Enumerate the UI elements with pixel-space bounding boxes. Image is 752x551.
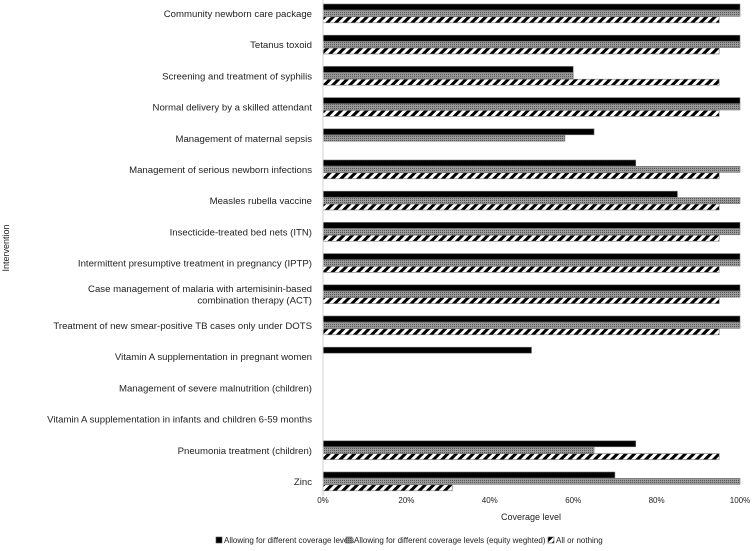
category-label: Zinc bbox=[294, 477, 312, 488]
bar-1-row-12 bbox=[322, 346, 532, 354]
x-tick-label: 60% bbox=[565, 496, 581, 505]
bar-2-row-11 bbox=[322, 322, 741, 329]
legend-label: Allowing for different coverage levels (… bbox=[354, 536, 546, 545]
bar-1-row-15 bbox=[322, 440, 637, 448]
bar-3-row-16 bbox=[322, 484, 453, 492]
bar-1-row-11 bbox=[322, 315, 741, 323]
bar-2-row-8 bbox=[322, 228, 741, 236]
category-label: Community newborn care package bbox=[164, 9, 312, 20]
bar-3-row-9 bbox=[322, 266, 720, 273]
x-tick-label: 100% bbox=[730, 496, 750, 505]
category-label: Normal delivery by a skilled attendant bbox=[153, 103, 313, 114]
bar-2-row-5 bbox=[322, 134, 566, 142]
bar-2-row-1 bbox=[322, 10, 741, 17]
bar-3-row-10 bbox=[322, 297, 720, 304]
bar-1-row-5 bbox=[322, 128, 595, 136]
legend-swatch bbox=[215, 536, 223, 544]
bar-3-row-8 bbox=[322, 234, 720, 242]
bar-2-row-10 bbox=[322, 290, 741, 298]
bar-1-row-8 bbox=[322, 222, 741, 229]
category-label: Screening and treatment of syphilis bbox=[162, 71, 312, 82]
bar-2-row-15 bbox=[322, 446, 595, 454]
category-label: Case management of malaria with artemisi… bbox=[88, 284, 312, 307]
category-label: Management of severe malnutrition (child… bbox=[119, 383, 312, 394]
bar-3-row-4 bbox=[322, 110, 720, 117]
bar-1-row-7 bbox=[322, 190, 678, 198]
category-label: Measles rubella vaccine bbox=[210, 196, 312, 207]
bar-1-row-10 bbox=[322, 284, 741, 292]
bar-1-row-16 bbox=[322, 471, 616, 479]
category-label: Treatment of new smear-positive TB cases… bbox=[53, 321, 312, 332]
bar-2-row-16 bbox=[322, 478, 741, 485]
x-tick-labels: 0% 20% 40% 60% 80% 100% bbox=[317, 496, 750, 505]
bar-3-row-11 bbox=[322, 328, 720, 336]
bar-2-row-7 bbox=[322, 197, 741, 204]
bar-1-row-9 bbox=[322, 253, 741, 260]
category-labels: Community newborn care package Tetanus to… bbox=[47, 9, 312, 488]
legend-label: Allowing for different coverage levels bbox=[224, 536, 354, 545]
bar-3-row-6 bbox=[322, 172, 720, 180]
category-label: Pneumonia treatment (children) bbox=[178, 446, 312, 457]
bar-3-row-2 bbox=[322, 47, 720, 55]
legend-swatch bbox=[345, 536, 353, 544]
category-label: Management of serious newborn infections bbox=[129, 165, 312, 176]
legend-swatch bbox=[547, 536, 555, 544]
bar-1-row-4 bbox=[322, 97, 741, 104]
y-axis-label: Intervention bbox=[1, 224, 11, 271]
bar-1-row-6 bbox=[322, 159, 637, 167]
bar-2-row-9 bbox=[322, 259, 741, 267]
x-axis-label: Coverage level bbox=[501, 512, 561, 522]
bars-group bbox=[322, 3, 741, 492]
category-label: Intermittent presumptive treatment in pr… bbox=[78, 259, 312, 270]
category-label: Vitamin A supplementation in pregnant wo… bbox=[115, 352, 312, 363]
category-label: Insecticide-treated bed nets (ITN) bbox=[170, 227, 312, 238]
category-label: Tetanus toxoid bbox=[250, 40, 312, 51]
x-tick-label: 80% bbox=[649, 496, 665, 505]
bar-3-row-3 bbox=[322, 78, 720, 86]
bar-1-row-1 bbox=[322, 3, 741, 11]
bar-1-row-3 bbox=[322, 66, 574, 73]
category-label: Vitamin A supplementation in infants and… bbox=[47, 415, 312, 426]
legend: Allowing for different coverage levels Al… bbox=[215, 536, 603, 545]
bar-2-row-6 bbox=[322, 166, 741, 173]
bar-3-row-15 bbox=[322, 453, 720, 460]
bar-3-row-7 bbox=[322, 203, 720, 211]
category-label: Management of maternal sepsis bbox=[175, 134, 312, 145]
bar-3-row-1 bbox=[322, 16, 720, 24]
bar-2-row-2 bbox=[322, 41, 741, 48]
bar-2-row-3 bbox=[322, 72, 574, 80]
bar-2-row-4 bbox=[322, 103, 741, 111]
x-tick-label: 20% bbox=[398, 496, 414, 505]
legend-label: All or nothing bbox=[556, 536, 603, 545]
x-tick-label: 40% bbox=[482, 496, 498, 505]
x-tick-label: 0% bbox=[317, 496, 329, 505]
bar-1-row-2 bbox=[322, 34, 741, 42]
